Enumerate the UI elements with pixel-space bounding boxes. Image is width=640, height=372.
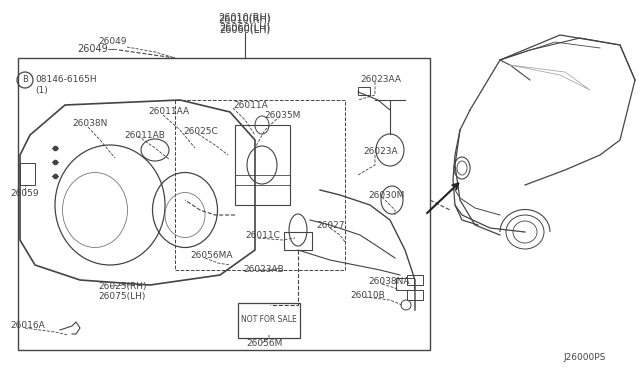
Text: 26010(RH): 26010(RH)	[219, 14, 271, 24]
Text: 26011A: 26011A	[233, 102, 268, 110]
Text: 26023AA: 26023AA	[360, 76, 401, 84]
Text: 08146-6165H: 08146-6165H	[35, 76, 97, 84]
Bar	[20, 163, 35, 185]
Bar	[396, 278, 414, 290]
Text: 26075(LH): 26075(LH)	[98, 292, 145, 301]
Text: 26049: 26049	[99, 38, 127, 46]
Text: (1): (1)	[35, 87, 48, 96]
Text: 26059: 26059	[10, 189, 38, 198]
Text: 26025C: 26025C	[183, 128, 218, 137]
Bar	[235, 125, 290, 205]
Text: 26038N: 26038N	[72, 119, 108, 128]
Text: 26016A: 26016A	[10, 321, 45, 330]
Text: 26011C: 26011C	[245, 231, 280, 241]
Text: 26056MA: 26056MA	[190, 251, 232, 260]
Text: J26000PS: J26000PS	[563, 353, 605, 362]
Text: 26049—: 26049—	[77, 44, 118, 54]
Bar	[238, 303, 300, 338]
Text: 26038NA: 26038NA	[368, 278, 410, 286]
Text: 26025(RH): 26025(RH)	[98, 282, 147, 291]
Bar	[18, 58, 430, 350]
Text: 26010B: 26010B	[350, 291, 385, 299]
Text: 26027: 26027	[316, 221, 344, 231]
Bar	[284, 232, 312, 250]
Text: 26023A: 26023A	[363, 148, 397, 157]
Bar	[175, 100, 345, 270]
Text: 26023AB: 26023AB	[243, 266, 284, 275]
Text: 26030M: 26030M	[368, 190, 404, 199]
Bar	[407, 275, 423, 285]
Text: 26060(LH): 26060(LH)	[220, 24, 271, 34]
Text: 26056M: 26056M	[246, 339, 282, 347]
Text: NOT FOR SALE: NOT FOR SALE	[241, 315, 297, 324]
Text: 26011AA: 26011AA	[148, 108, 189, 116]
Bar	[358, 87, 370, 95]
Text: B: B	[22, 76, 28, 84]
Text: 26010(RH): 26010(RH)	[219, 13, 271, 23]
Text: 26035M: 26035M	[264, 112, 300, 121]
Text: 26060(LH): 26060(LH)	[220, 23, 271, 33]
Bar	[407, 290, 423, 300]
Text: 26011AB: 26011AB	[124, 131, 165, 140]
